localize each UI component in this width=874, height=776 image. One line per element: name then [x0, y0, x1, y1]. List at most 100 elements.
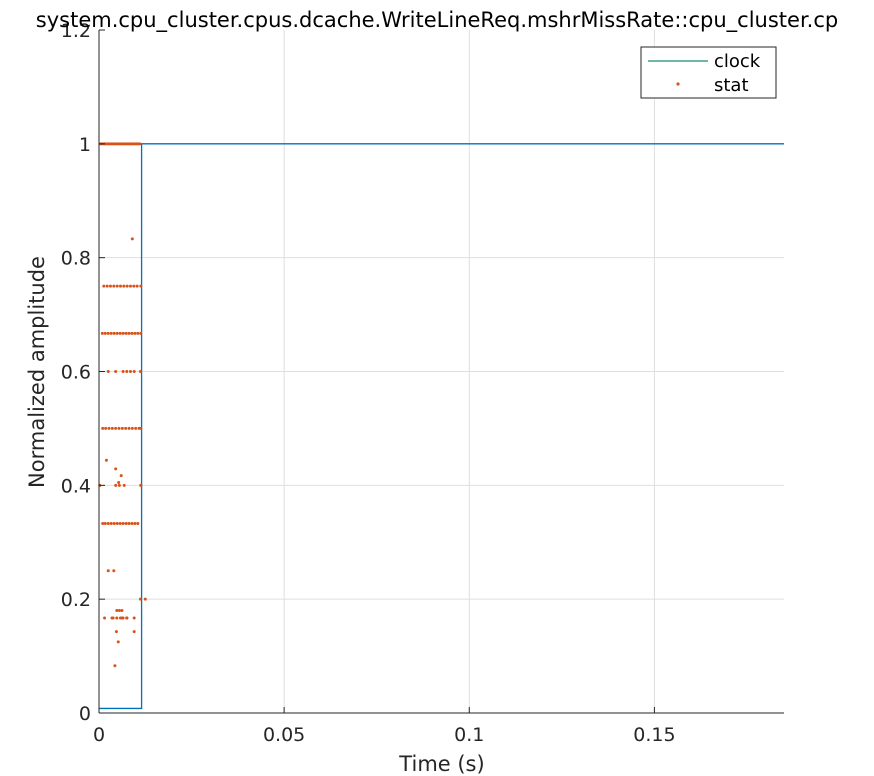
chart-title: system.cpu_cluster.cpus.dcache.WriteLine… — [36, 8, 838, 33]
stat-point — [133, 521, 137, 525]
legend-stat-swatch — [676, 82, 680, 86]
stat-point — [115, 609, 119, 613]
stat-point — [112, 331, 116, 335]
stat-point — [106, 569, 110, 573]
stat-point — [132, 616, 136, 620]
stat-point — [124, 426, 128, 430]
stat-point — [108, 284, 112, 288]
stat-point — [114, 467, 118, 471]
stat-point — [112, 521, 116, 525]
stat-point — [103, 521, 107, 525]
legend-stat-label: stat — [714, 75, 749, 96]
stat-point — [115, 284, 119, 288]
y-tick-label: 0 — [79, 703, 91, 725]
stat-point — [139, 284, 143, 288]
y-tick-label: 1 — [79, 134, 91, 156]
stat-point — [134, 426, 138, 430]
stat-point — [128, 370, 132, 373]
axes — [98, 29, 784, 714]
stat-point — [118, 616, 122, 620]
stat-point — [132, 284, 136, 288]
stat-point — [139, 331, 143, 335]
stat-point — [130, 426, 134, 430]
stat-point — [100, 331, 104, 335]
stat-point — [119, 474, 123, 478]
stat-point — [133, 331, 137, 335]
x-axis-title: Time (s) — [398, 752, 484, 776]
stat-point — [101, 521, 105, 525]
stat-point — [132, 370, 136, 373]
stat-point — [139, 483, 143, 487]
stat-point — [132, 630, 136, 634]
stat-point — [125, 284, 129, 288]
stat-point — [106, 331, 110, 335]
stat-point — [139, 426, 143, 430]
legend-clock-label: clock — [714, 51, 761, 72]
stat-point — [111, 616, 115, 620]
stat-point — [114, 370, 118, 373]
stat-point — [127, 521, 131, 525]
stat-point — [114, 483, 118, 487]
series-clock — [99, 143, 784, 710]
stat-point — [104, 458, 108, 462]
y-tick-label: 0.2 — [61, 589, 91, 611]
stat-point — [114, 426, 118, 430]
stat-point — [118, 284, 122, 288]
stat-point — [107, 426, 111, 430]
stat-point — [104, 426, 108, 430]
stat-point — [115, 331, 119, 335]
stat-point — [120, 426, 124, 430]
y-tick-labels: 0 0.2 0.4 0.6 0.8 1 1.2 — [61, 20, 91, 725]
stat-point — [114, 630, 118, 634]
y-axis-title: Normalized amplitude — [25, 256, 49, 488]
stat-point — [136, 331, 140, 335]
x-tick-label: 0 — [93, 724, 105, 746]
stat-point — [115, 616, 119, 620]
stat-point — [121, 331, 125, 335]
y-tick-label: 0.8 — [61, 248, 91, 270]
legend: clock stat — [640, 46, 777, 99]
stat-point — [138, 142, 142, 146]
stat-point — [138, 370, 142, 373]
stat-point — [138, 597, 142, 601]
y-tick-label: 0.4 — [61, 475, 91, 497]
stat-point — [109, 521, 113, 525]
stat-point — [125, 370, 129, 373]
stat-point — [122, 284, 126, 288]
stat-point — [124, 521, 128, 525]
stat-point — [122, 483, 126, 487]
stat-point — [143, 597, 147, 601]
stat-point — [130, 237, 134, 241]
stat-point — [105, 284, 109, 288]
stat-point — [121, 370, 125, 373]
clock-line — [99, 143, 784, 710]
stat-point — [118, 521, 122, 525]
stat-point — [117, 480, 121, 484]
stat-point — [121, 616, 125, 620]
legend-box — [640, 46, 777, 99]
stat-point — [112, 284, 116, 288]
x-tick-labels: 0 0.05 0.1 0.15 — [93, 724, 676, 746]
stat-point — [127, 331, 131, 335]
stat-point — [118, 331, 122, 335]
stat-point — [130, 331, 134, 335]
y-tick-label: 0.6 — [61, 362, 91, 384]
stat-point — [106, 370, 110, 373]
stat-point — [103, 331, 107, 335]
stat-point — [130, 521, 134, 525]
stat-point — [121, 521, 125, 525]
stat-point — [102, 284, 106, 288]
stat-point — [109, 331, 113, 335]
stat-point — [110, 426, 114, 430]
stat-point — [117, 609, 121, 613]
stat-point — [115, 521, 119, 525]
stat-point — [101, 426, 105, 430]
stat-point — [112, 569, 116, 573]
stat-point — [117, 483, 121, 487]
y-tick-label: 1.2 — [61, 20, 91, 42]
stat-point — [117, 426, 121, 430]
stat-point — [113, 664, 117, 668]
stat-point — [120, 609, 124, 613]
